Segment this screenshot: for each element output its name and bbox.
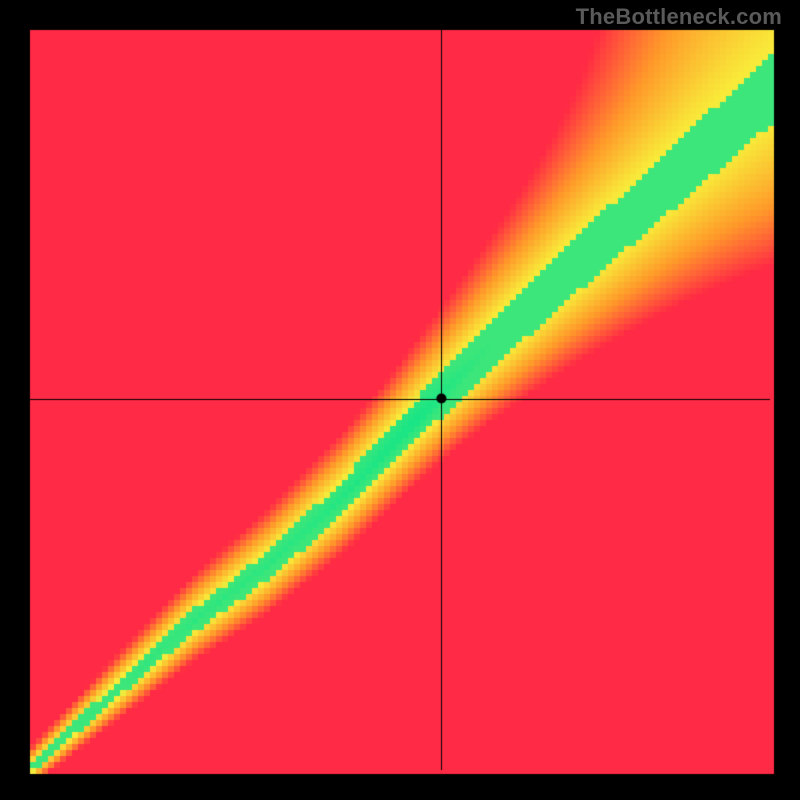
watermark-text: TheBottleneck.com — [576, 4, 782, 30]
heatmap-canvas — [0, 0, 800, 800]
chart-container: TheBottleneck.com — [0, 0, 800, 800]
